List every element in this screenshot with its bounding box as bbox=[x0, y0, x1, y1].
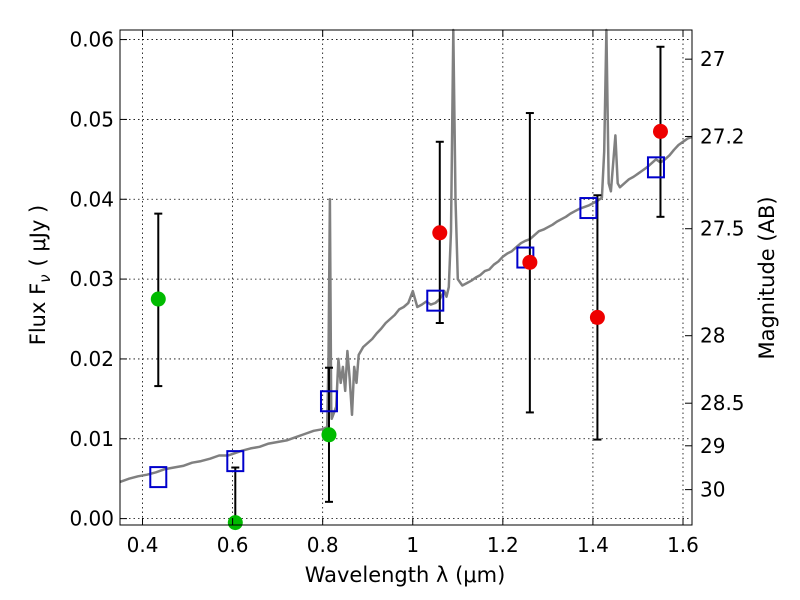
right-tick-label: 27.2 bbox=[700, 124, 745, 148]
axis-ticks: 0.4 0.6 0.8 1 1.2 1.4 1.6 0.00 0.01 0.02 0.03 0.04 0… bbox=[69, 28, 744, 557]
observed-point-red bbox=[652, 123, 668, 139]
model-photometry-square bbox=[579, 197, 598, 220]
x-tick-label: 0.4 bbox=[127, 533, 159, 557]
y-axis-left-label-text: Flux F bbox=[26, 283, 50, 345]
x-tick-label: 0.8 bbox=[307, 533, 339, 557]
x-tick-label: 1.4 bbox=[577, 533, 609, 557]
y-axis-right-label: Magnitude (AB) bbox=[755, 196, 779, 359]
grid bbox=[120, 30, 692, 525]
observed-point-green bbox=[321, 427, 337, 443]
model-spectrum-line bbox=[119, 28, 693, 484]
right-tick-label: 29 bbox=[700, 434, 725, 458]
right-tick-label: 28.5 bbox=[700, 391, 745, 415]
model-photometry-square bbox=[319, 390, 338, 413]
y-axis-left-label-unit: ( μJy ) bbox=[26, 205, 50, 267]
markers bbox=[149, 123, 668, 531]
y-axis-left-label: Flux Fν ( μJy ) bbox=[26, 205, 54, 346]
y-tick-label: 0.01 bbox=[69, 427, 114, 451]
observed-point-red bbox=[589, 309, 605, 325]
model-photometry-square bbox=[149, 466, 168, 489]
y-tick-label: 0.06 bbox=[69, 28, 114, 52]
y-axis-left-label-sub: ν bbox=[36, 274, 54, 282]
right-tick-label: 27 bbox=[700, 47, 725, 71]
y-tick-label: 0.04 bbox=[69, 187, 114, 211]
x-axis-label: Wavelength λ (μm) bbox=[305, 563, 506, 587]
observed-point-green bbox=[150, 291, 166, 307]
right-tick-label: 30 bbox=[700, 478, 725, 502]
svg-text:Flux Fν( μJy ): Flux Fν ( μJy ) bbox=[26, 205, 54, 346]
x-tick-label: 0.6 bbox=[217, 533, 249, 557]
model-photometry-square bbox=[426, 289, 445, 312]
x-tick-label: 1 bbox=[406, 533, 419, 557]
model-spectrum bbox=[119, 28, 693, 484]
right-tick-label: 27.5 bbox=[700, 217, 745, 241]
observed-point-green bbox=[227, 515, 243, 531]
observed-point-red bbox=[522, 254, 538, 270]
right-tick-label: 28 bbox=[700, 324, 725, 348]
y-tick-label: 0.03 bbox=[69, 267, 114, 291]
y-tick-label: 0.02 bbox=[69, 347, 114, 371]
observed-point-red bbox=[432, 225, 448, 241]
y-tick-label: 0.05 bbox=[69, 107, 114, 131]
model-photometry-square bbox=[226, 450, 245, 473]
x-tick-label: 1.6 bbox=[667, 533, 699, 557]
x-tick-label: 1.2 bbox=[487, 533, 519, 557]
y-tick-label: 0.00 bbox=[69, 507, 114, 531]
model-photometry-square bbox=[646, 156, 665, 179]
plot-frame bbox=[119, 29, 693, 526]
